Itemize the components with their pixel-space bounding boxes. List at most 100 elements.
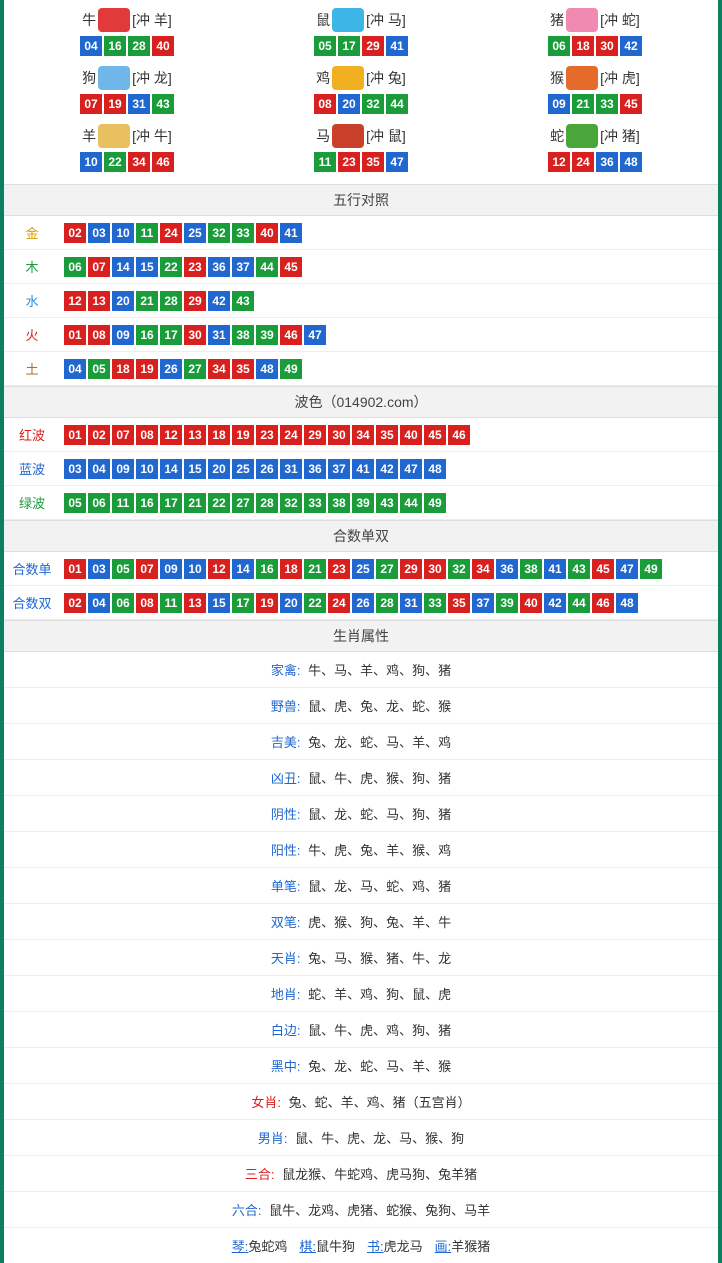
zodiac-label: 猪[冲 蛇] (478, 8, 712, 32)
zodiac-clash: [冲 猪] (600, 126, 640, 146)
number-ball: 18 (112, 359, 134, 379)
number-ball: 16 (136, 325, 158, 345)
number-ball: 21 (184, 493, 206, 513)
number-ball: 14 (232, 559, 254, 579)
number-ball: 43 (152, 94, 174, 114)
number-ball: 04 (88, 593, 110, 613)
number-ball: 20 (338, 94, 360, 114)
attr-key: 黑中: (271, 1059, 301, 1074)
number-ball: 44 (386, 94, 408, 114)
number-ball: 44 (256, 257, 278, 277)
number-ball: 10 (112, 223, 134, 243)
zodiac-icon (332, 8, 364, 32)
row-label: 木 (4, 250, 60, 284)
number-ball: 23 (328, 559, 350, 579)
attr-value: 鼠龙猴、牛蛇鸡、虎马狗、兔羊猪 (279, 1167, 478, 1182)
zodiac-balls: 09213345 (478, 94, 712, 114)
number-ball: 34 (208, 359, 230, 379)
bose-table: 红波0102070812131819232429303435404546蓝波03… (4, 418, 718, 520)
number-ball: 23 (184, 257, 206, 277)
number-ball: 07 (80, 94, 102, 114)
number-ball: 36 (304, 459, 326, 479)
number-ball: 35 (232, 359, 254, 379)
number-ball: 47 (616, 559, 638, 579)
zodiac-icon (566, 66, 598, 90)
number-ball: 40 (256, 223, 278, 243)
number-ball: 38 (520, 559, 542, 579)
attr-row: 阳性: 牛、虎、兔、羊、猴、鸡 (4, 832, 718, 868)
row-balls: 05061116172122272832333839434449 (60, 486, 718, 520)
number-ball: 22 (160, 257, 182, 277)
table-row: 火0108091617303138394647 (4, 318, 718, 352)
number-ball: 46 (152, 152, 174, 172)
number-ball: 09 (112, 325, 134, 345)
attr-pair-value: 鼠牛狗 (316, 1239, 355, 1254)
zodiac-clash: [冲 虎] (600, 68, 640, 88)
row-label: 合数单 (4, 552, 60, 586)
number-ball: 14 (112, 257, 134, 277)
number-ball: 36 (596, 152, 618, 172)
number-ball: 42 (620, 36, 642, 56)
number-ball: 43 (376, 493, 398, 513)
number-ball: 47 (304, 325, 326, 345)
number-ball: 26 (352, 593, 374, 613)
number-ball: 07 (112, 425, 134, 445)
attr-value: 鼠、龙、蛇、马、狗、猪 (305, 807, 452, 822)
number-ball: 22 (304, 593, 326, 613)
number-ball: 21 (572, 94, 594, 114)
number-ball: 37 (328, 459, 350, 479)
number-ball: 18 (280, 559, 302, 579)
number-ball: 48 (616, 593, 638, 613)
number-ball: 14 (160, 459, 182, 479)
zodiac-name: 马 (316, 126, 330, 146)
number-ball: 18 (572, 36, 594, 56)
number-ball: 04 (64, 359, 86, 379)
zodiac-label: 牛[冲 羊] (10, 8, 244, 32)
table-row: 金02031011242532334041 (4, 216, 718, 250)
zodiac-cell: 马[冲 鼠]11233547 (244, 120, 478, 178)
row-label: 蓝波 (4, 452, 60, 486)
attr-key: 吉美: (271, 735, 301, 750)
zodiac-balls: 04162840 (10, 36, 244, 56)
number-ball: 03 (64, 459, 86, 479)
number-ball: 28 (160, 291, 182, 311)
number-ball: 48 (424, 459, 446, 479)
number-ball: 41 (544, 559, 566, 579)
attr-pair: 书:虎龙马 (367, 1239, 423, 1254)
number-ball: 49 (424, 493, 446, 513)
number-ball: 10 (80, 152, 102, 172)
zodiac-name: 猪 (550, 10, 564, 30)
attr-value: 蛇、羊、鸡、狗、鼠、虎 (305, 987, 452, 1002)
zodiac-clash: [冲 鼠] (366, 126, 406, 146)
number-ball: 30 (424, 559, 446, 579)
number-ball: 36 (208, 257, 230, 277)
attr-row: 男肖: 鼠、牛、虎、龙、马、猴、狗 (4, 1120, 718, 1156)
number-ball: 39 (352, 493, 374, 513)
attr-value: 鼠、龙、马、蛇、鸡、猪 (305, 879, 452, 894)
zodiac-clash: [冲 兔] (366, 68, 406, 88)
number-ball: 48 (256, 359, 278, 379)
table-row: 蓝波03040910141520252631363741424748 (4, 452, 718, 486)
number-ball: 27 (376, 559, 398, 579)
row-balls: 0204060811131517192022242628313335373940… (60, 586, 718, 620)
attr-row: 家禽: 牛、马、羊、鸡、狗、猪 (4, 652, 718, 688)
page-frame: 牛[冲 羊]04162840鼠[冲 马]05172941猪[冲 蛇]061830… (0, 0, 722, 1263)
zodiac-name: 鼠 (316, 10, 330, 30)
attr-pair-key: 画: (435, 1239, 452, 1254)
number-ball: 34 (472, 559, 494, 579)
attr-value: 牛、马、羊、鸡、狗、猪 (305, 663, 452, 678)
number-ball: 15 (136, 257, 158, 277)
shuxing-list: 家禽: 牛、马、羊、鸡、狗、猪野兽: 鼠、虎、兔、龙、蛇、猴吉美: 兔、龙、蛇、… (4, 652, 718, 1228)
number-ball: 46 (280, 325, 302, 345)
number-ball: 39 (496, 593, 518, 613)
number-ball: 33 (596, 94, 618, 114)
number-ball: 25 (352, 559, 374, 579)
attr-key: 地肖: (271, 987, 301, 1002)
attr-row: 单笔: 鼠、龙、马、蛇、鸡、猪 (4, 868, 718, 904)
number-ball: 44 (400, 493, 422, 513)
zodiac-name: 猴 (550, 68, 564, 88)
number-ball: 02 (64, 223, 86, 243)
number-ball: 41 (352, 459, 374, 479)
number-ball: 17 (160, 493, 182, 513)
attr-row: 双笔: 虎、猴、狗、兔、羊、牛 (4, 904, 718, 940)
